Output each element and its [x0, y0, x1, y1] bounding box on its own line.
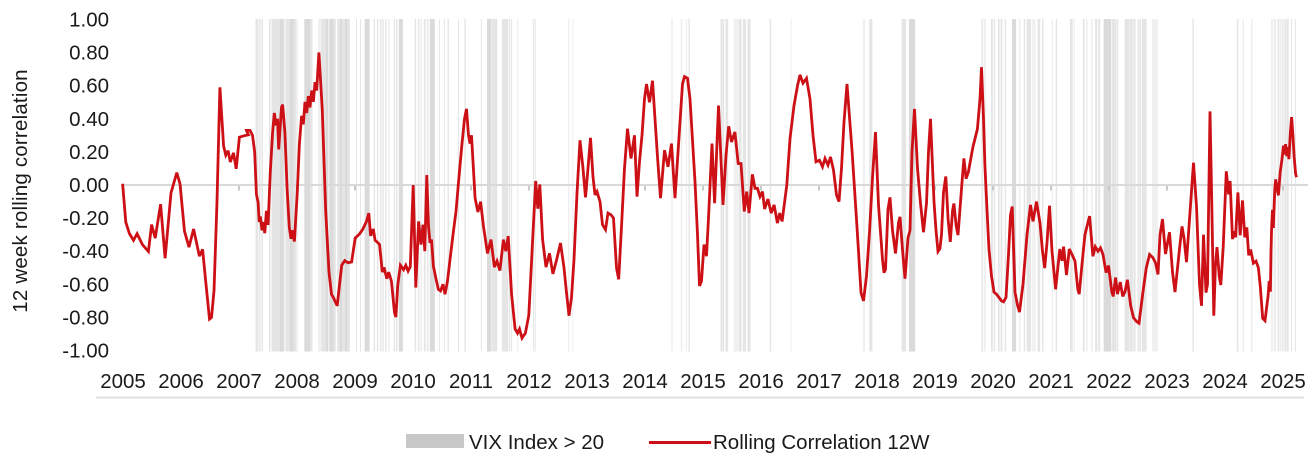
x-tick-label: 2012 [506, 370, 552, 393]
y-axis-labels: 1.00 0.80 0.60 0.40 0.20 0.00 -0.20 -0.40 -0.60 -… [62, 9, 109, 363]
x-tick-label: 2009 [332, 370, 378, 393]
x-tick-label: 2013 [564, 370, 610, 393]
zero-line-year-tick [528, 186, 530, 191]
x-tick-label: 2017 [796, 370, 842, 393]
correlation-legend-label: Rolling Correlation 12W [713, 431, 930, 454]
zero-line-year-tick [760, 186, 762, 191]
zero-line-year-tick [992, 186, 994, 191]
vix-legend-label: VIX Index > 20 [469, 431, 605, 454]
x-tick-label: 2019 [912, 370, 958, 393]
correlation-series-line [121, 52, 1298, 342]
vix-band-swatch [406, 434, 464, 448]
zero-line-year-tick [1050, 186, 1052, 191]
x-tick-label: 2022 [1086, 370, 1132, 393]
x-tick-label: 2011 [449, 370, 493, 393]
zero-line-year-tick [1108, 186, 1110, 191]
y-tick-label: 1.00 [69, 9, 109, 32]
y-tick-label: 0.00 [69, 174, 109, 197]
zero-line-year-tick [934, 186, 936, 191]
zero-line-year-tick [1166, 186, 1168, 191]
zero-line-year-tick [644, 186, 646, 191]
y-tick-label: 0.20 [69, 141, 109, 164]
zero-line-year-tick [354, 186, 356, 191]
x-tick-label: 2018 [854, 370, 900, 393]
correlation-line-swatch [649, 440, 711, 445]
x-tick-label: 2024 [1202, 370, 1248, 393]
x-tick-label: 2014 [622, 370, 668, 393]
x-tick-label: 2010 [390, 370, 436, 393]
x-tick-label: 2008 [274, 370, 320, 393]
y-tick-label: 0.80 [69, 42, 109, 65]
x-axis-labels: 2005 2006 2007 2008 2009 2010 2011 2012 2013 2014… [100, 370, 1306, 393]
x-tick-label: 2020 [970, 370, 1016, 393]
y-tick-label: -1.00 [62, 340, 109, 363]
zero-line-year-tick [238, 186, 240, 191]
y-tick-label: -0.60 [62, 273, 109, 296]
x-tick-label: 2025 [1260, 370, 1306, 393]
x-tick-label: 2006 [158, 370, 204, 393]
chart-legend: VIX Index > 20 Rolling Correlation 12W [0, 429, 1316, 454]
y-tick-label: -0.80 [62, 306, 109, 329]
zero-line-year-tick [702, 186, 704, 191]
y-tick-label: 0.60 [69, 75, 109, 98]
x-tick-label: 2021 [1028, 370, 1074, 393]
y-axis-title: 12 week rolling correlation [9, 69, 32, 313]
x-tick-label: 2016 [738, 370, 784, 393]
zero-line-year-tick [470, 186, 472, 191]
x-tick-label: 2023 [1144, 370, 1190, 393]
y-tick-label: -0.20 [62, 207, 109, 230]
x-tick-label: 2015 [680, 370, 726, 393]
y-tick-label: -0.40 [62, 240, 109, 263]
x-tick-label: 2007 [216, 370, 262, 393]
x-tick-label: 2005 [100, 370, 146, 393]
zero-line-year-tick [1282, 186, 1284, 191]
zero-line-year-tick [818, 186, 820, 191]
y-tick-label: 0.40 [69, 108, 109, 131]
x-axis-line [96, 396, 1304, 399]
